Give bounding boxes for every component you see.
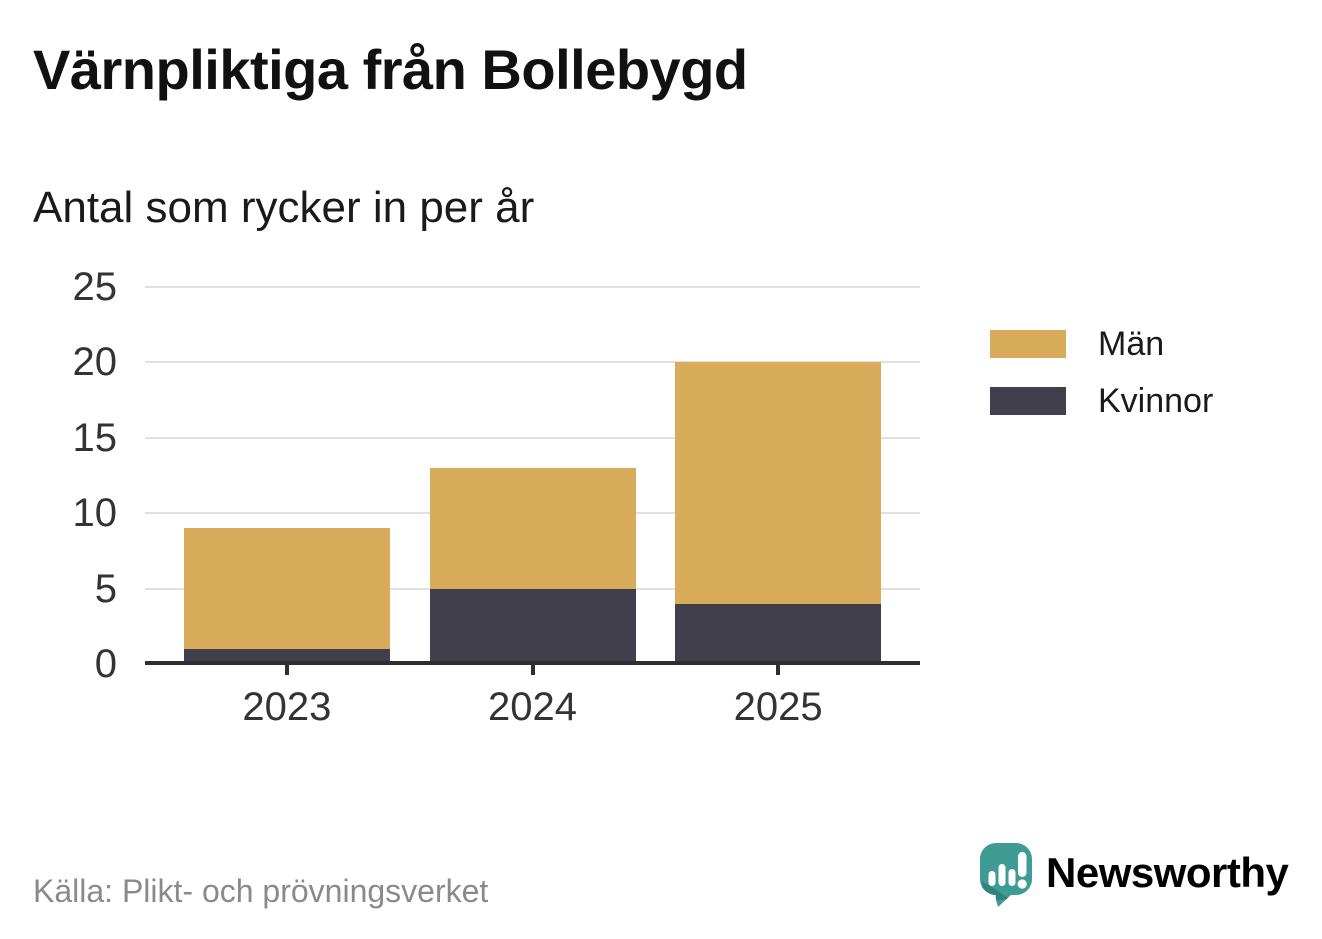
chart-title: Värnpliktiga från Bollebygd [33, 38, 748, 101]
legend-label-Kvinnor: Kvinnor [1098, 382, 1214, 420]
legend-row-Män: Män [990, 324, 1213, 364]
brand-footer: Newsworthy [980, 843, 1289, 907]
plot-area: 2023 2024 2025 [145, 286, 920, 729]
bar-2024-Män [429, 467, 636, 589]
legend-swatch-Män [990, 330, 1066, 358]
brand-name: Newsworthy [1046, 849, 1289, 896]
legend: Män Kvinnor [990, 324, 1213, 421]
gridline-15 [145, 436, 920, 439]
y-tick-label-25: 25 [72, 265, 118, 309]
y-tick-label-0: 0 [94, 642, 117, 686]
x-tick-2025 [776, 664, 781, 675]
y-tick-label-20: 20 [72, 340, 118, 385]
newsworthy-logo-icon [980, 843, 1032, 907]
x-tick-2023 [284, 664, 289, 675]
chart-subtitle: Antal som rycker in per år [33, 183, 535, 232]
legend-row-Kvinnor: Kvinnor [990, 381, 1213, 421]
bar-2025-Män [675, 362, 882, 604]
x-tick-label-2024: 2024 [487, 685, 577, 729]
bar-2024-Kvinnor [429, 588, 636, 664]
y-tick-label-5: 5 [94, 566, 117, 611]
x-tick-2024 [530, 664, 535, 675]
gridline-25 [145, 286, 920, 288]
bar-2023-Kvinnor [183, 648, 390, 664]
x-tick-label-2023: 2023 [242, 685, 332, 729]
source-note: Källa: Plikt- och prövningsverket [33, 873, 489, 909]
bar-2025-Kvinnor [675, 603, 882, 664]
x-tick-label-2025: 2025 [733, 685, 823, 729]
legend-label-Män: Män [1098, 325, 1165, 363]
y-axis: 0 5 10 15 20 25 [20, 267, 118, 684]
legend-swatch-Kvinnor [990, 387, 1066, 415]
x-axis-line [145, 661, 920, 665]
y-tick-label-15: 15 [72, 415, 118, 460]
bar-2023-Män [183, 528, 390, 649]
gridline-20 [145, 361, 920, 364]
y-tick-label-10: 10 [72, 491, 118, 536]
